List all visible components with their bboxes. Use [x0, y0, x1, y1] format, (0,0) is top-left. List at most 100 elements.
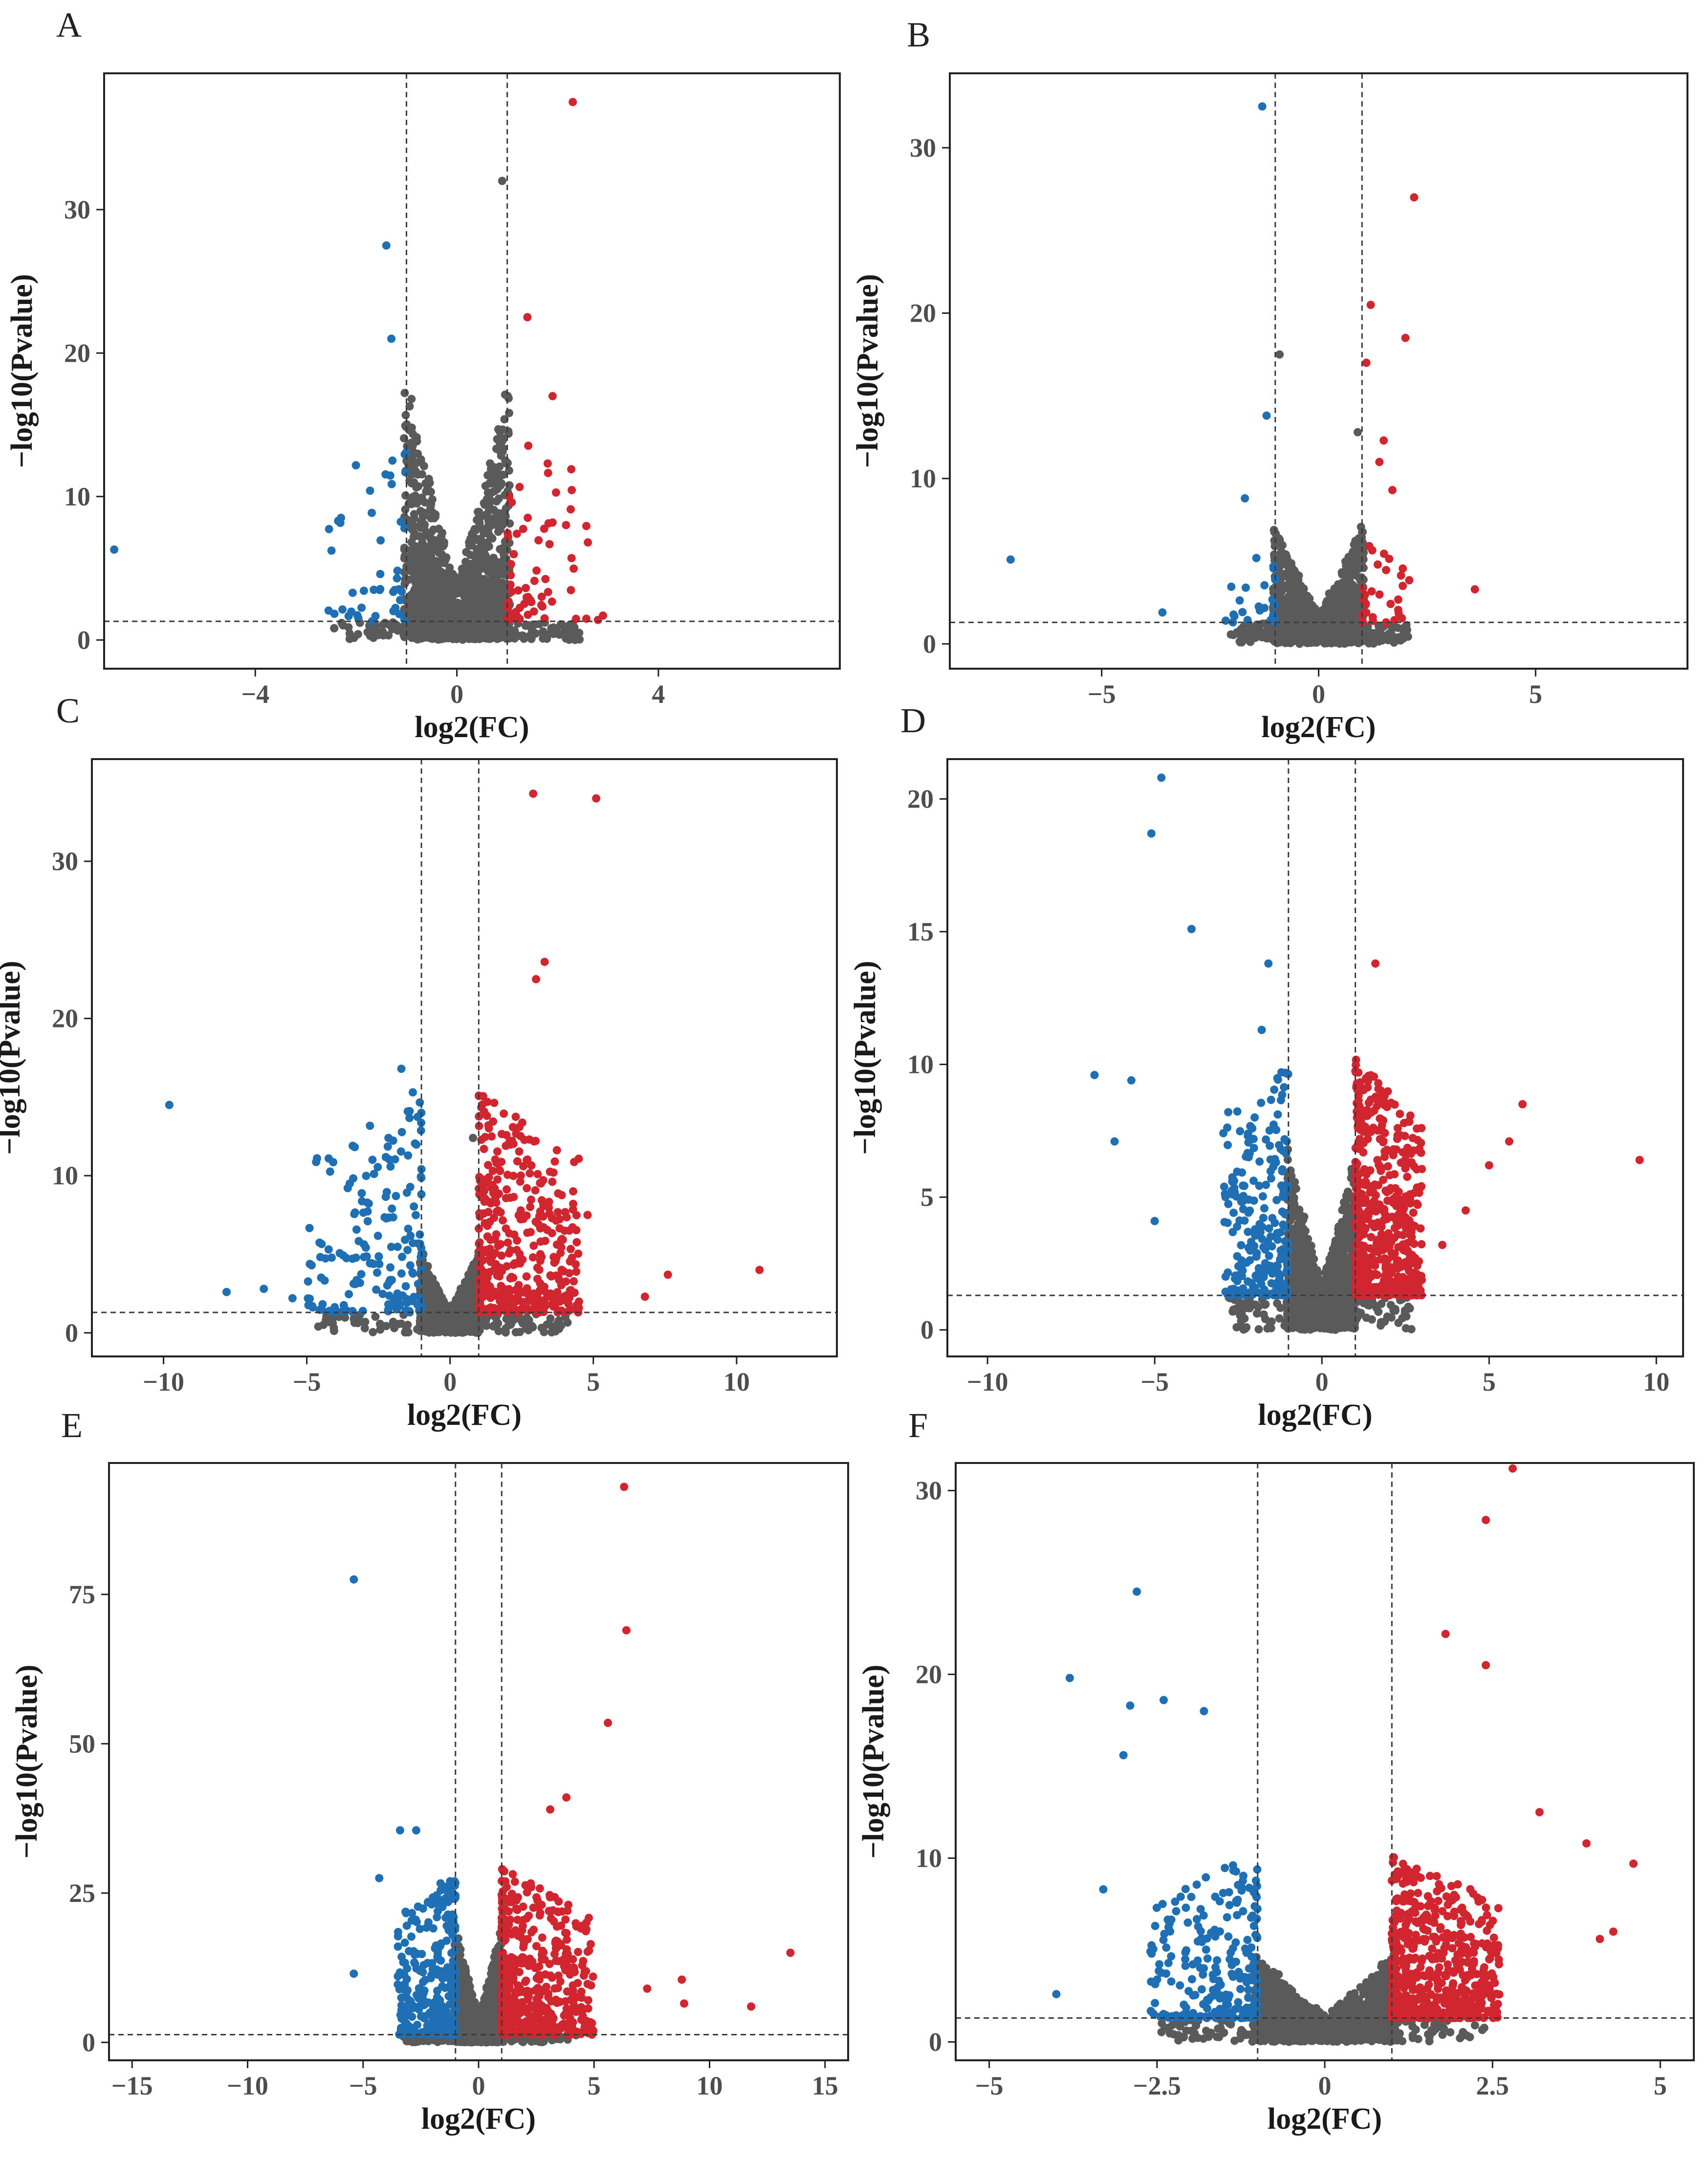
ns-point [482, 564, 490, 572]
up-point [1394, 595, 1402, 604]
ns-point [363, 628, 372, 636]
up-point [1386, 600, 1395, 608]
down-point [393, 574, 401, 583]
up-point [541, 575, 549, 583]
down-point [1256, 606, 1264, 614]
ns-point [432, 557, 440, 565]
ns-point [479, 608, 487, 616]
ns-point [1297, 608, 1306, 616]
panel-letter: A [56, 5, 82, 44]
down-point [391, 586, 399, 594]
outlier-point [382, 241, 391, 250]
down-point [366, 486, 374, 495]
up-point [524, 593, 532, 601]
ns-point [416, 576, 424, 584]
down-point [1270, 562, 1278, 570]
ns-point [504, 428, 513, 437]
down-point [357, 604, 366, 612]
up-point [1365, 542, 1374, 550]
outlier-point [498, 177, 506, 185]
up-point [544, 469, 552, 477]
ns-point [476, 514, 484, 522]
outlier-point [548, 392, 557, 400]
ns-point [487, 593, 495, 601]
up-point [507, 560, 515, 568]
down-point [349, 589, 357, 597]
ns-point [457, 627, 465, 635]
y-axis-title: −log10(Pvalue) [851, 274, 884, 468]
outlier-point [1367, 301, 1375, 309]
outlier-point [1241, 494, 1249, 502]
ns-point [1397, 636, 1405, 645]
ns-point [338, 619, 346, 627]
up-point [515, 483, 524, 491]
ns-point [1346, 565, 1354, 573]
up-point [582, 522, 591, 530]
down-point [1236, 596, 1244, 605]
up-point [1376, 590, 1384, 599]
plot-frame [950, 73, 1687, 669]
ns-point [1276, 540, 1285, 548]
ns-point [1359, 634, 1368, 642]
ns-point [426, 594, 435, 603]
up-point [522, 584, 530, 592]
ns-point [1344, 553, 1353, 561]
down-point [338, 605, 347, 613]
ns-point [1336, 633, 1344, 641]
down-point [395, 610, 403, 618]
ns-point [1367, 636, 1376, 645]
up-point [507, 588, 516, 596]
ns-point [469, 535, 477, 544]
ns-point [420, 512, 428, 520]
down-point [1222, 616, 1230, 625]
ns-point [539, 627, 547, 635]
ns-point [487, 480, 495, 488]
ns-point [439, 557, 447, 565]
ns-point [1340, 585, 1349, 593]
up-point [524, 611, 532, 619]
ns-point [408, 568, 416, 576]
ns-point [1347, 592, 1356, 600]
ns-point [425, 1270, 433, 1279]
outlier-point [594, 616, 602, 624]
up-point [1405, 576, 1413, 585]
ns-point [465, 1274, 474, 1282]
up-point [1368, 587, 1376, 595]
y-tick-label: 10 [910, 464, 936, 493]
panel-letter: B [907, 15, 930, 54]
up-point [524, 514, 532, 522]
down-point [352, 461, 360, 469]
ns-point [423, 575, 431, 584]
ns-point [426, 542, 434, 550]
ns-point [425, 475, 433, 483]
up-point [513, 530, 521, 538]
ns-point [487, 516, 496, 524]
ns-point [459, 610, 467, 618]
ns-point [418, 609, 427, 617]
down-point [1238, 608, 1247, 616]
ns-point [407, 558, 415, 567]
ns-point [401, 624, 410, 633]
ns-point [470, 560, 479, 568]
up-point [532, 567, 541, 575]
ns-point [494, 611, 502, 619]
y-tick-label: 0 [77, 625, 90, 655]
ns-point [431, 634, 439, 643]
outlier-point [1258, 102, 1267, 110]
y-axis-title: −log10(Pvalue) [5, 274, 39, 468]
ns-point [1292, 569, 1300, 578]
ns-point [1270, 528, 1278, 536]
ns-point [488, 488, 496, 497]
ns-point [1290, 585, 1298, 593]
outlier-point [1401, 334, 1410, 342]
outlier-point [584, 538, 592, 546]
panel-letter: C [56, 691, 80, 730]
x-tick-label: −5 [1088, 679, 1116, 709]
ns-point [414, 482, 422, 491]
up-point [552, 488, 560, 497]
ns-point [575, 635, 584, 644]
outlier-point [1354, 428, 1362, 437]
outlier-point [569, 98, 577, 106]
